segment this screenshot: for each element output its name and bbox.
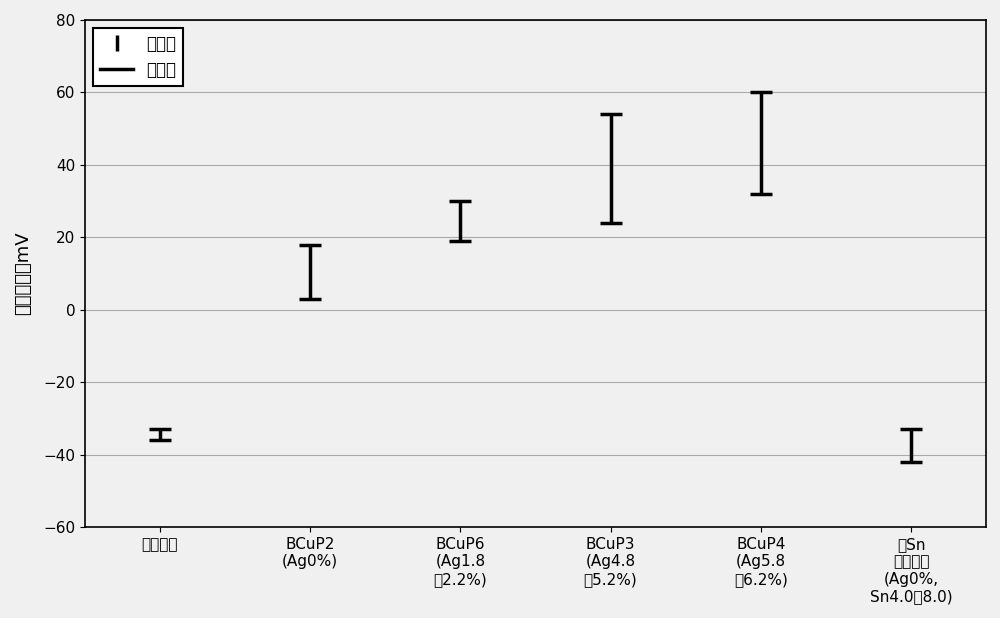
Legend: 最大値, 最小値: 最大値, 最小値 — [93, 28, 183, 86]
Y-axis label: 测定电位．mV: 测定电位．mV — [14, 232, 32, 315]
